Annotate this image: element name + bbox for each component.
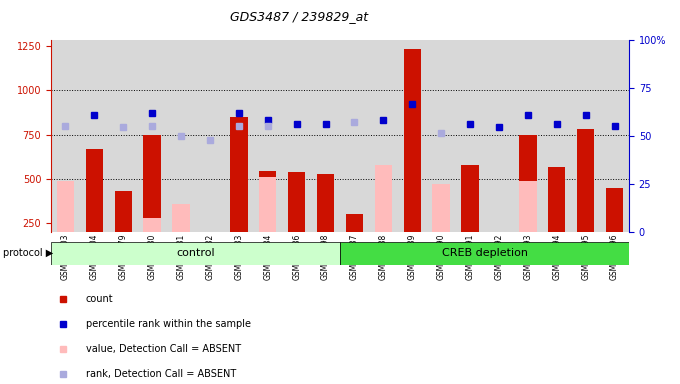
Bar	[520, 134, 537, 232]
Bar	[173, 204, 190, 232]
Bar	[143, 134, 161, 232]
Bar	[340, 242, 629, 265]
Text: control: control	[176, 248, 215, 258]
Text: protocol ▶: protocol ▶	[3, 248, 54, 258]
Bar	[86, 149, 103, 232]
Bar	[259, 177, 276, 232]
Bar	[345, 214, 363, 232]
Bar	[520, 181, 537, 232]
Bar	[114, 192, 132, 232]
Bar	[375, 165, 392, 232]
Bar	[230, 117, 248, 232]
Bar	[57, 181, 74, 232]
Text: value, Detection Call = ABSENT: value, Detection Call = ABSENT	[86, 344, 241, 354]
Bar	[577, 129, 594, 232]
Bar	[51, 242, 340, 265]
Bar	[259, 171, 276, 232]
Text: percentile rank within the sample: percentile rank within the sample	[86, 319, 251, 329]
Bar	[461, 165, 479, 232]
Bar	[432, 184, 450, 232]
Text: CREB depletion: CREB depletion	[441, 248, 528, 258]
Text: count: count	[86, 294, 114, 304]
Text: rank, Detection Call = ABSENT: rank, Detection Call = ABSENT	[86, 369, 236, 379]
Bar	[403, 49, 421, 232]
Bar	[606, 188, 624, 232]
Bar	[548, 167, 566, 232]
Text: GDS3487 / 239829_at: GDS3487 / 239829_at	[230, 10, 369, 23]
Bar	[143, 218, 161, 232]
Bar	[288, 172, 305, 232]
Bar	[317, 174, 334, 232]
